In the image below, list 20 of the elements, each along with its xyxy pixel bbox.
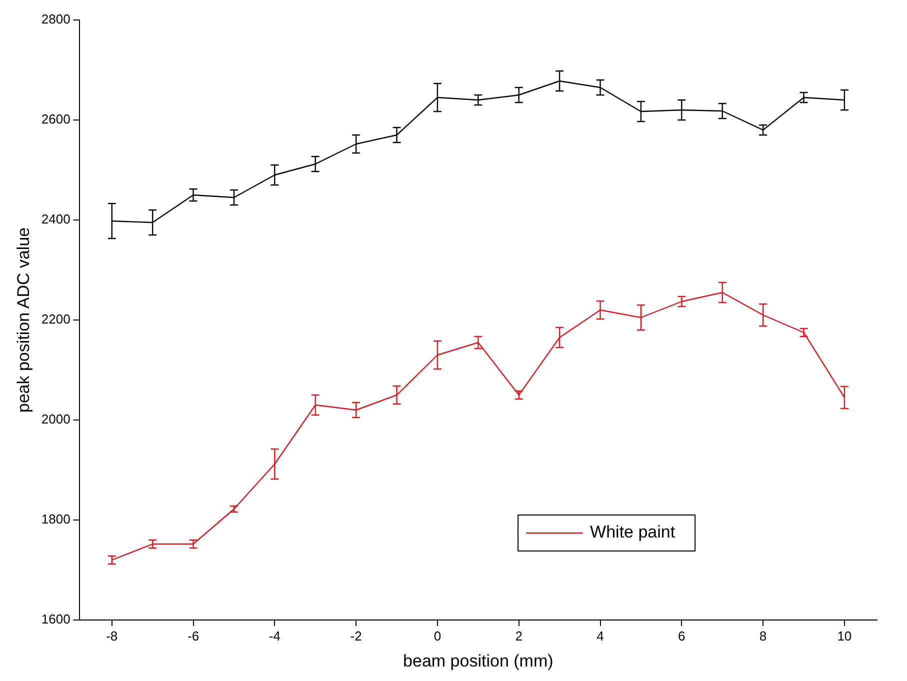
x-tick-label: 0 (434, 628, 442, 644)
y-tick-label: 2400 (41, 212, 70, 227)
x-tick-label: 8 (759, 628, 767, 644)
legend-label: White paint (590, 522, 676, 542)
x-tick-label: 10 (837, 628, 852, 644)
x-tick-label: 2 (515, 628, 522, 644)
x-tick-label: -6 (187, 628, 200, 644)
x-tick-label: 6 (678, 628, 686, 644)
x-tick-label: -4 (268, 628, 280, 644)
y-tick-label: 1800 (41, 512, 70, 527)
y-tick-label: 2000 (41, 412, 70, 427)
x-axis-title: beam position (mm) (403, 651, 554, 670)
y-tick-label: 2800 (41, 12, 70, 27)
y-tick-label: 1600 (41, 612, 70, 627)
x-tick-label: -8 (106, 628, 118, 644)
y-axis-title: peak position ADC value (14, 227, 33, 413)
y-tick-label: 2200 (41, 312, 70, 327)
x-tick-label: -2 (350, 628, 362, 644)
x-tick-label: 4 (596, 628, 604, 644)
y-tick-label: 2600 (41, 112, 70, 127)
